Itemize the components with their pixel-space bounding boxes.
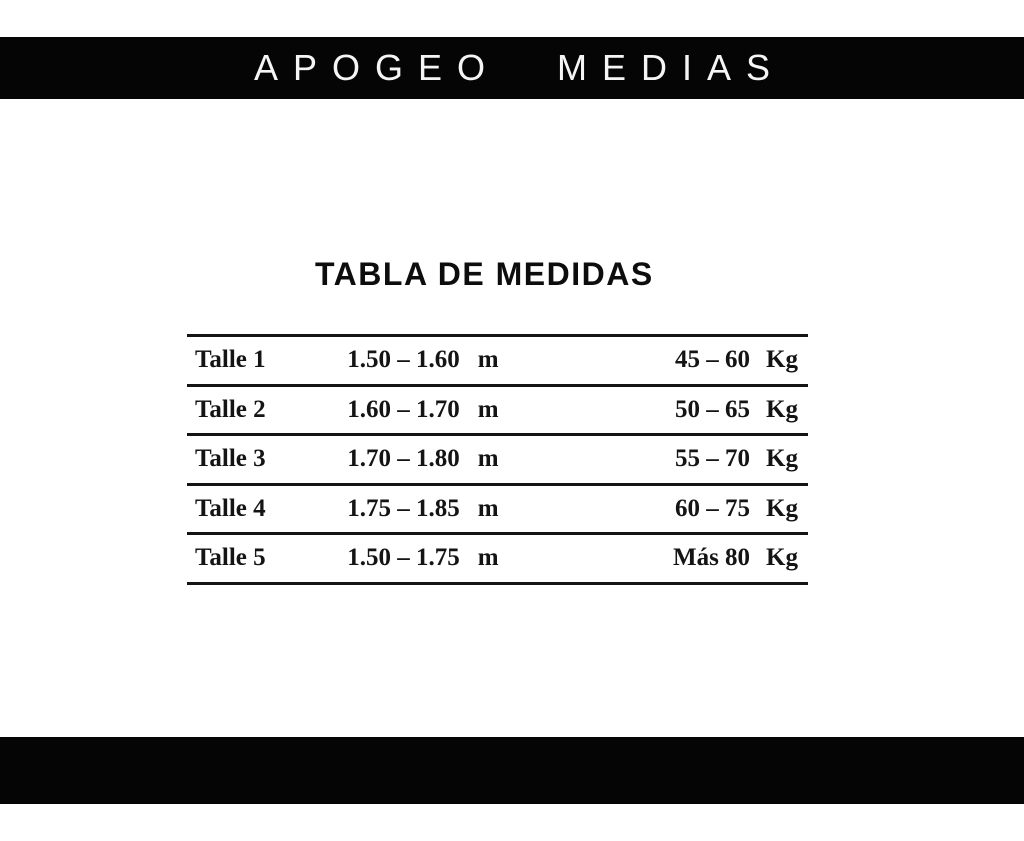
brand-word-apogeo: APOGEO (253, 47, 500, 88)
brand-text: APOGEO MEDIAS (0, 37, 1024, 99)
size-cell: Talle 5 (195, 544, 266, 572)
footer-bar (0, 737, 1024, 804)
height-range: 1.50 – 1.60 (347, 346, 460, 374)
height-range: 1.70 – 1.80 (347, 445, 460, 473)
size-cell: Talle 3 (195, 445, 266, 473)
height-cell: 1.60 – 1.70 m (311, 396, 535, 424)
weight-cell: 45 – 60 Kg (535, 346, 808, 374)
table-row: Talle 3 1.70 – 1.80 m 55 – 70 Kg (187, 433, 808, 483)
weight-cell: 50 – 65 Kg (535, 396, 808, 424)
height-cell: 1.50 – 1.75 m (311, 544, 535, 572)
height-cell: 1.75 – 1.85 m (311, 495, 535, 523)
table-row: Talle 5 1.50 – 1.75 m Más 80 Kg (187, 532, 808, 585)
weight-cell: 60 – 75 Kg (535, 495, 808, 523)
table-row: Talle 2 1.60 – 1.70 m 50 – 65 Kg (187, 383, 808, 434)
table-row: Talle 1 1.50 – 1.60 m 45 – 60 Kg (187, 334, 808, 384)
height-cell: 1.70 – 1.80 m (311, 445, 535, 473)
height-range: 1.75 – 1.85 (347, 494, 460, 522)
brand-word-medias: MEDIAS (557, 47, 786, 88)
header-bar: APOGEO MEDIAS (0, 37, 1024, 99)
size-cell: Talle 1 (195, 346, 266, 374)
height-cell: 1.50 – 1.60 m (311, 346, 535, 374)
height-unit: m (477, 544, 499, 572)
weight-unit: Kg (766, 346, 798, 374)
weight-unit: Kg (766, 445, 798, 473)
page-title: TABLA DE MEDIDAS (315, 256, 654, 292)
height-unit: m (477, 494, 499, 522)
height-range: 1.60 – 1.70 (347, 395, 460, 423)
weight-cell: 55 – 70 Kg (535, 445, 808, 473)
weight-range: Más 80 (672, 544, 751, 572)
weight-unit: Kg (766, 494, 798, 522)
table-row: Talle 4 1.75 – 1.85 m 60 – 75 Kg (187, 482, 808, 533)
size-cell: Talle 4 (195, 494, 266, 522)
height-unit: m (477, 395, 499, 423)
weight-range: 60 – 75 (675, 494, 751, 522)
weight-range: 45 – 60 (675, 346, 751, 374)
weight-cell: Más 80 Kg (535, 544, 808, 572)
height-range: 1.50 – 1.75 (347, 544, 460, 572)
weight-unit: Kg (766, 544, 798, 572)
size-table: Talle 1 1.50 – 1.60 m 45 – 60 Kg Talle 2 1… (187, 334, 808, 585)
height-unit: m (477, 445, 499, 473)
weight-range: 55 – 70 (675, 445, 751, 473)
weight-unit: Kg (766, 395, 798, 423)
height-unit: m (477, 346, 499, 374)
size-cell: Talle 2 (195, 395, 266, 423)
weight-range: 50 – 65 (675, 395, 751, 423)
